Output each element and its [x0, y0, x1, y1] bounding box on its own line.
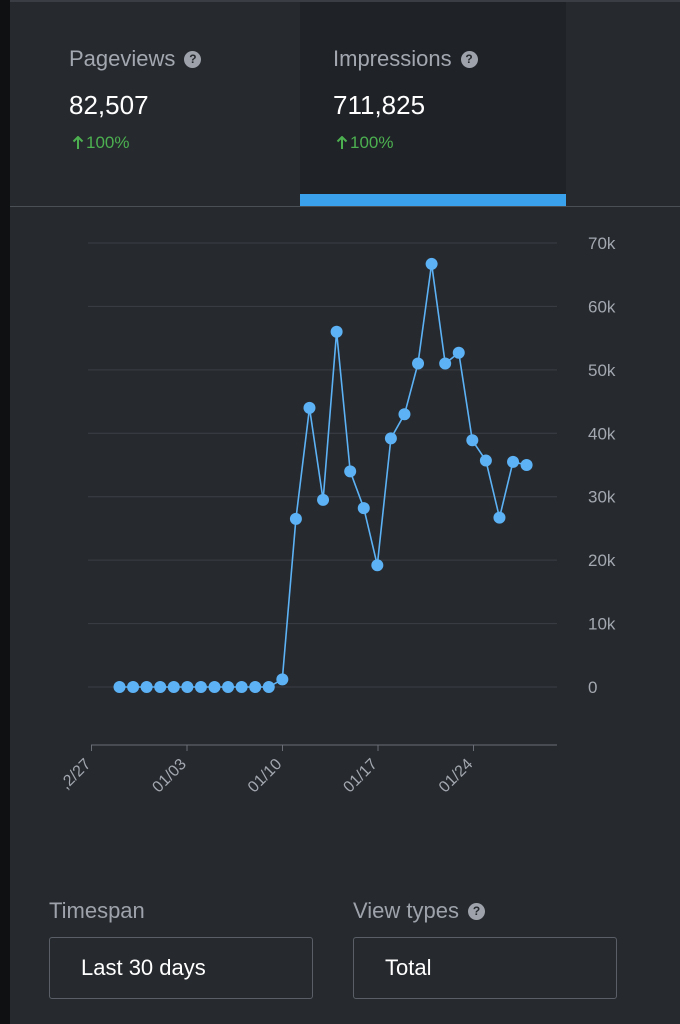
impressions-line-chart: 70k 60k 50k 40k 30k 20k 10k 0 ,2/27 01/03 01/10 01/…	[57, 234, 616, 796]
y-tick-label: 50k	[588, 361, 616, 380]
change-indicator: 100%	[72, 133, 129, 153]
change-text: 100%	[86, 133, 130, 152]
data-point	[425, 257, 438, 270]
tab-value: 711,825	[333, 90, 426, 120]
data-point	[113, 681, 126, 693]
help-icon[interactable]: ?	[184, 50, 202, 68]
data-point	[222, 681, 235, 693]
data-point	[194, 681, 207, 693]
tab-impressions[interactable]: Impressions ? 711,825 100%	[300, 2, 566, 207]
arrow-up-icon	[72, 136, 84, 149]
tab-value: 82,507	[69, 90, 149, 120]
x-tick-label: ,2/27	[57, 756, 94, 793]
data-point	[303, 401, 316, 414]
x-tick-label: 01/03	[149, 756, 189, 796]
data-point	[452, 346, 465, 359]
data-point	[330, 325, 343, 338]
viewtypes-select[interactable]: Total	[353, 937, 617, 999]
data-point	[127, 681, 140, 693]
tab-pageviews[interactable]: Pageviews ? 82,507 100%	[10, 2, 300, 207]
data-point	[181, 681, 194, 693]
help-icon[interactable]: ?	[467, 902, 485, 920]
data-point	[249, 681, 262, 693]
data-point	[154, 681, 167, 693]
y-tick-label: 20k	[588, 551, 616, 570]
y-tick-label: 30k	[588, 488, 616, 507]
data-point	[357, 502, 370, 515]
viewtypes-label-text: View types	[353, 898, 459, 923]
tab-label: Pageviews ?	[69, 46, 202, 72]
divider	[10, 206, 680, 207]
data-point	[344, 465, 357, 478]
metric-tabs: Pageviews ? 82,507 100% Impressions ? 71…	[10, 0, 680, 209]
x-tick-label: 01/10	[245, 756, 285, 796]
data-point	[208, 681, 221, 693]
data-point	[493, 511, 506, 524]
data-point	[479, 454, 492, 467]
data-point	[507, 455, 520, 468]
help-icon[interactable]: ?	[460, 50, 478, 68]
change-indicator: 100%	[336, 133, 393, 153]
y-tick-label: 0	[588, 678, 597, 697]
y-tick-label: 60k	[588, 297, 616, 316]
data-point	[289, 512, 302, 525]
data-point	[466, 434, 479, 447]
analytics-panel: Pageviews ? 82,507 100% Impressions ? 71…	[10, 0, 680, 1024]
viewtypes-label: View types ?	[353, 898, 485, 924]
y-tick-label: 10k	[588, 615, 616, 634]
data-point	[235, 681, 248, 693]
data-point	[276, 673, 289, 686]
data-point	[140, 681, 153, 693]
y-tick-label: 40k	[588, 424, 616, 443]
tab-label-text: Impressions	[333, 46, 452, 71]
y-tick-label: 70k	[588, 234, 616, 253]
data-point	[439, 357, 452, 370]
tab-label-text: Pageviews	[69, 46, 176, 71]
arrow-up-icon	[336, 136, 348, 149]
timespan-label-text: Timespan	[49, 898, 145, 923]
data-point	[167, 681, 180, 693]
active-tab-indicator	[300, 194, 566, 207]
data-point	[317, 493, 330, 506]
change-text: 100%	[350, 133, 394, 152]
data-point	[398, 408, 411, 421]
timespan-label: Timespan	[49, 898, 145, 924]
data-point	[262, 681, 275, 693]
tab-label: Impressions ?	[333, 46, 478, 72]
x-tick-label: 01/17	[340, 756, 380, 796]
timespan-select[interactable]: Last 30 days	[49, 937, 313, 999]
data-point	[384, 432, 397, 445]
data-point	[412, 357, 425, 370]
data-point	[520, 459, 533, 471]
data-point	[371, 559, 384, 572]
x-tick-label: 01/24	[436, 756, 476, 796]
